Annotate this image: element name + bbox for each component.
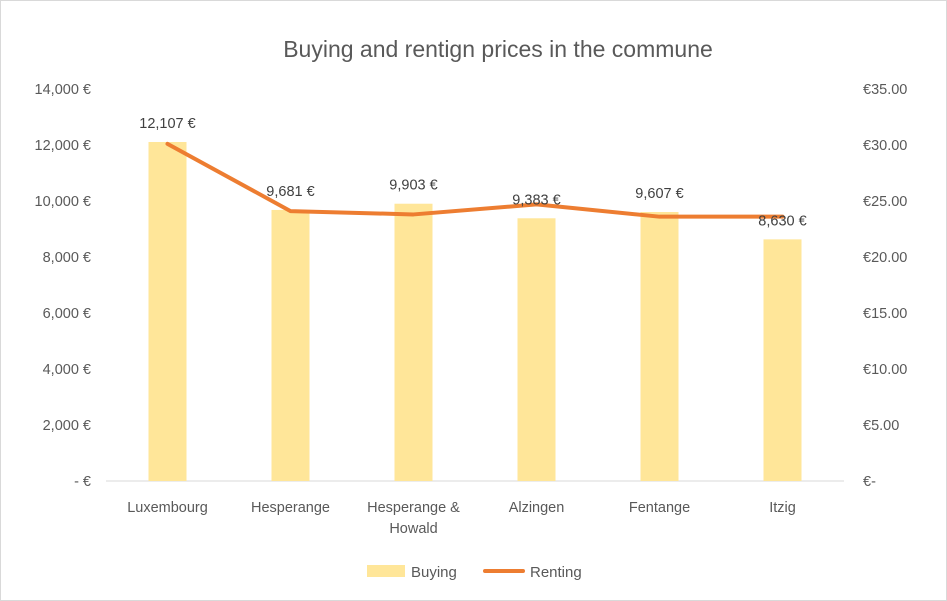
legend-swatch-buying: [367, 565, 405, 577]
x-axis-category-label: Fentange: [629, 500, 690, 516]
left-axis-tick-label: 4,000 €: [43, 362, 91, 378]
bar: [148, 142, 187, 481]
bar: [271, 209, 310, 481]
legend-label-renting: Renting: [530, 564, 582, 581]
chart-title: Buying and rentign prices in the commune: [283, 36, 713, 62]
x-axis-category-label: Hesperange: [251, 500, 330, 516]
left-axis-tick-label: 14,000 €: [35, 82, 91, 98]
bar-data-label: 9,903 €: [389, 178, 437, 194]
legend: Buying Renting: [367, 564, 582, 581]
bar: [394, 203, 433, 481]
right-axis-tick-label: €5.00: [863, 418, 899, 434]
x-axis-category-label: Hesperange & Howald: [367, 500, 460, 537]
right-axis: €- €5.00 €10.00 €15.00 €20.00 €25.00 €30.00 €35…: [863, 82, 907, 490]
left-axis-tick-label: 2,000 €: [43, 418, 91, 434]
left-axis: - € 2,000 € 4,000 € 6,000 € 8,000 € 10,000 € 1…: [35, 82, 91, 490]
right-axis-tick-label: €-: [863, 474, 876, 490]
x-axis-category-label-line: Hesperange &: [367, 500, 460, 516]
x-axis-category-label-line: Alzingen: [509, 500, 565, 516]
bar-series-buying: [148, 142, 802, 481]
x-axis-category-label: Luxembourg: [127, 500, 208, 516]
bar: [763, 239, 802, 481]
x-axis-category-label: Alzingen: [509, 500, 565, 516]
bar-data-label: 9,383 €: [512, 192, 560, 208]
bar-data-label: 12,107 €: [139, 116, 195, 132]
legend-label-buying: Buying: [411, 564, 457, 581]
right-axis-tick-label: €15.00: [863, 306, 907, 322]
renting-line: [165, 141, 785, 219]
x-axis-category-label-line: Itzig: [769, 500, 796, 516]
left-axis-tick-label: - €: [74, 474, 91, 490]
left-axis-tick-label: 8,000 €: [43, 250, 91, 266]
x-axis-category-label-line: Luxembourg: [127, 500, 208, 516]
line-series-renting: [165, 141, 785, 219]
right-axis-tick-label: €30.00: [863, 138, 907, 154]
x-axis-category-label: Itzig: [769, 500, 796, 516]
left-axis-tick-label: 12,000 €: [35, 138, 91, 154]
bar-data-label: 8,630 €: [758, 213, 806, 229]
bar-data-label: 9,681 €: [266, 184, 314, 200]
x-axis-category-label-line: Fentange: [629, 500, 690, 516]
left-axis-tick-label: 6,000 €: [43, 306, 91, 322]
left-axis-tick-label: 10,000 €: [35, 194, 91, 210]
bar: [640, 212, 679, 481]
bar: [517, 218, 556, 481]
x-axis: Luxembourg Hesperange Hesperange & Howald Al…: [127, 500, 796, 537]
bar-data-label: 9,607 €: [635, 186, 683, 202]
data-labels: 12,107 € 9,681 € 9,903 € 9,383 € 9,607 € 8,63…: [139, 116, 806, 229]
right-axis-tick-label: €25.00: [863, 194, 907, 210]
right-axis-tick-label: €10.00: [863, 362, 907, 378]
right-axis-tick-label: €20.00: [863, 250, 907, 266]
x-axis-category-label-line: Hesperange: [251, 500, 330, 516]
right-axis-tick-label: €35.00: [863, 82, 907, 98]
x-axis-category-label-line: Howald: [389, 521, 437, 537]
